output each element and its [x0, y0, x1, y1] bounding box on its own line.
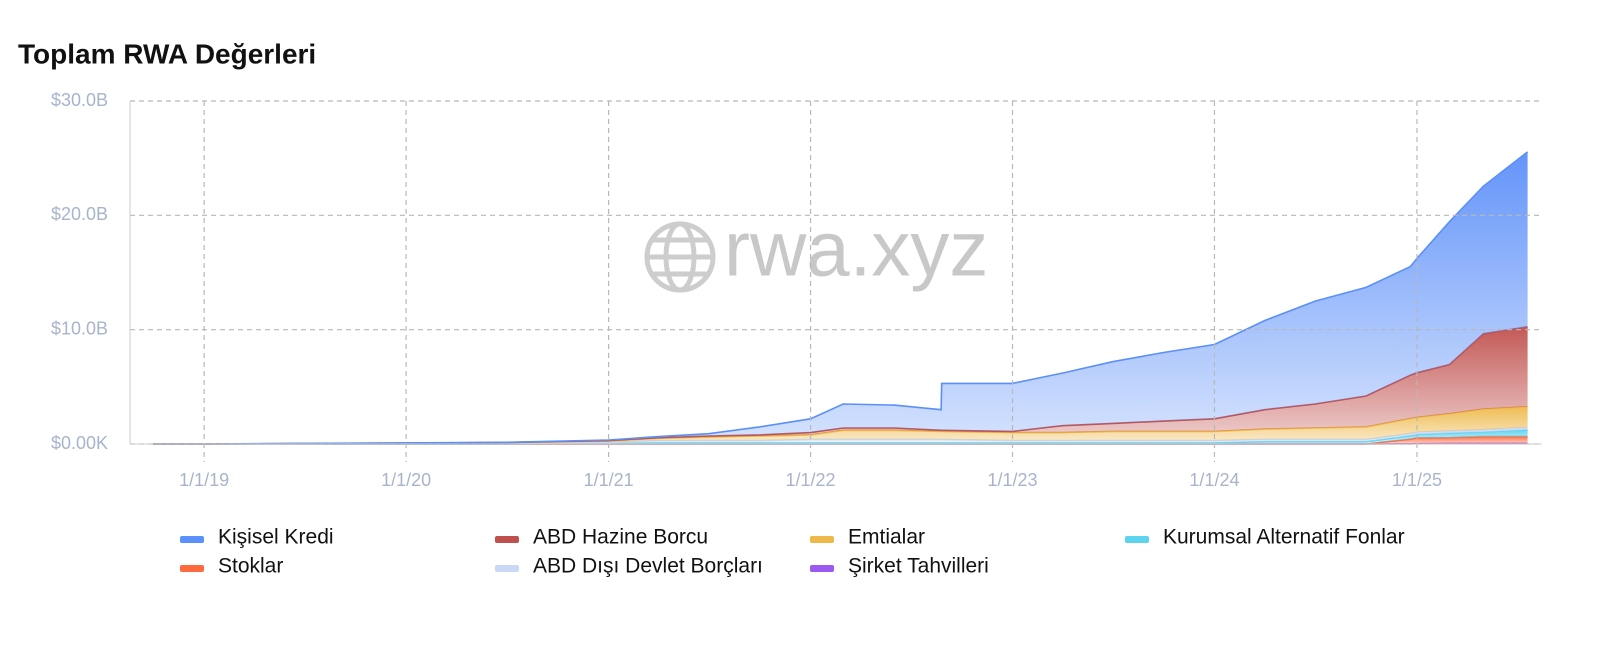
y-tick-label: $30.0B: [51, 90, 108, 110]
y-tick-label: $10.0B: [51, 318, 108, 338]
x-tick-label: 1/1/23: [987, 470, 1037, 490]
y-tick-label: $20.0B: [51, 204, 108, 224]
legend-swatch: [495, 565, 519, 572]
x-tick-label: 1/1/25: [1392, 470, 1442, 490]
x-tick-label: 1/1/20: [381, 470, 431, 490]
x-tick-label: 1/1/22: [786, 470, 836, 490]
chart-title: Toplam RWA Değerleri: [18, 38, 316, 69]
area: [153, 406, 1528, 444]
legend-label: Emtialar: [848, 526, 925, 549]
legend-swatch: [495, 536, 519, 543]
area: [153, 436, 1528, 444]
watermark-logo: [644, 221, 716, 293]
plot: [153, 151, 1529, 445]
legend-swatch: [180, 536, 204, 543]
area: [153, 151, 1528, 444]
x-tick-label: 1/1/21: [584, 470, 634, 490]
watermark: rwa.xyz: [724, 205, 988, 293]
area: [153, 427, 1528, 444]
x-tick-label: 1/1/19: [179, 470, 229, 490]
legend-label: Stoklar: [218, 555, 283, 578]
legend-label: Kurumsal Alternatif Fonlar: [1163, 526, 1405, 549]
legend-label: Kişisel Kredi: [218, 526, 334, 549]
legend-swatch: [810, 565, 834, 572]
legend-swatch: [1125, 536, 1149, 543]
legend-swatch: [180, 565, 204, 572]
area-line: [153, 151, 1529, 445]
legend-swatch: [810, 536, 834, 543]
y-tick-label: $0.00K: [51, 433, 108, 453]
x-tick-label: 1/1/24: [1189, 470, 1239, 490]
legend-label: Şirket Tahvilleri: [848, 555, 989, 578]
legend-label: ABD Hazine Borcu: [533, 526, 708, 549]
legend-label: ABD Dışı Devlet Borçları: [533, 555, 763, 578]
